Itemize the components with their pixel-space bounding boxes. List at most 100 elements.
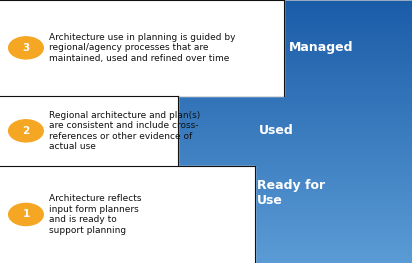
Text: Managed: Managed [288,41,353,54]
Text: Regional architecture and plan(s)
are consistent and include cross-
references o: Regional architecture and plan(s) are co… [49,111,201,151]
Bar [284,36,412,37]
Bar [284,59,412,60]
Bar [284,71,412,72]
Bar [284,38,412,39]
Bar [255,262,412,263]
Bar [284,18,412,20]
Bar [255,229,412,230]
Bar [178,126,412,128]
Bar [284,43,412,45]
Bar [178,103,412,104]
Bar [178,122,412,124]
Bar [255,212,412,213]
Bar [255,201,412,203]
Bar [255,167,412,168]
Bar [255,168,412,170]
Bar [178,155,412,156]
Bar [284,26,412,28]
Bar [284,51,412,53]
Bar [255,196,412,197]
Bar [255,205,412,206]
Bar [178,130,412,132]
Bar [255,250,412,251]
Bar [255,221,412,222]
Bar [255,242,412,243]
Text: 3: 3 [22,43,30,53]
Bar [178,121,412,122]
Bar [255,174,412,175]
Bar [255,218,412,220]
Bar [255,259,412,260]
Bar [178,113,412,114]
Bar [255,238,412,239]
Bar [178,159,412,160]
Bar [255,234,412,235]
Bar [284,68,412,70]
Bar [284,32,412,33]
Bar [178,151,412,153]
Bar [255,197,412,199]
Bar [284,12,412,13]
Bar [178,99,412,100]
Bar [255,206,412,208]
Bar [255,166,412,167]
Bar [255,251,412,252]
Bar [284,29,412,30]
Bar [284,89,412,91]
Bar [284,17,412,18]
Bar [178,142,412,143]
Bar [255,246,412,247]
Bar [255,235,412,237]
Bar [284,25,412,26]
Bar [284,8,412,9]
Bar [284,75,412,76]
Circle shape [9,120,43,142]
Bar [284,88,412,89]
Bar [255,195,412,196]
Bar [255,241,412,242]
Bar [255,243,412,245]
Bar [284,82,412,83]
Bar [284,74,412,75]
Bar [255,176,412,178]
Bar [178,145,412,146]
Bar [178,128,412,129]
Bar [178,163,412,164]
Bar [284,66,412,67]
Text: Architecture use in planning is guided by
regional/agency processes that are
mai: Architecture use in planning is guided b… [49,33,236,63]
Bar [178,160,412,162]
Bar [178,146,412,147]
Bar [255,237,412,238]
Bar [284,54,412,55]
Bar [255,183,412,184]
Bar [0,166,255,263]
Bar [284,67,412,68]
Bar [255,258,412,259]
Bar [178,120,412,121]
Bar [255,247,412,249]
Bar [178,96,412,97]
Bar [284,92,412,93]
Bar [284,34,412,36]
Bar [255,188,412,189]
Bar [284,84,412,85]
Bar [178,162,412,163]
Bar [284,0,412,1]
Bar [284,20,412,21]
Bar [284,58,412,59]
Bar [178,143,412,145]
Bar [284,7,412,8]
Bar [284,30,412,32]
Bar [255,220,412,221]
Bar [255,260,412,262]
Bar [255,184,412,185]
Bar [178,112,412,113]
Bar [255,200,412,201]
Bar [178,134,412,135]
Bar [255,216,412,217]
Bar [178,105,412,107]
Bar [284,72,412,74]
Bar [255,204,412,205]
Bar [284,91,412,92]
Bar [178,118,412,120]
